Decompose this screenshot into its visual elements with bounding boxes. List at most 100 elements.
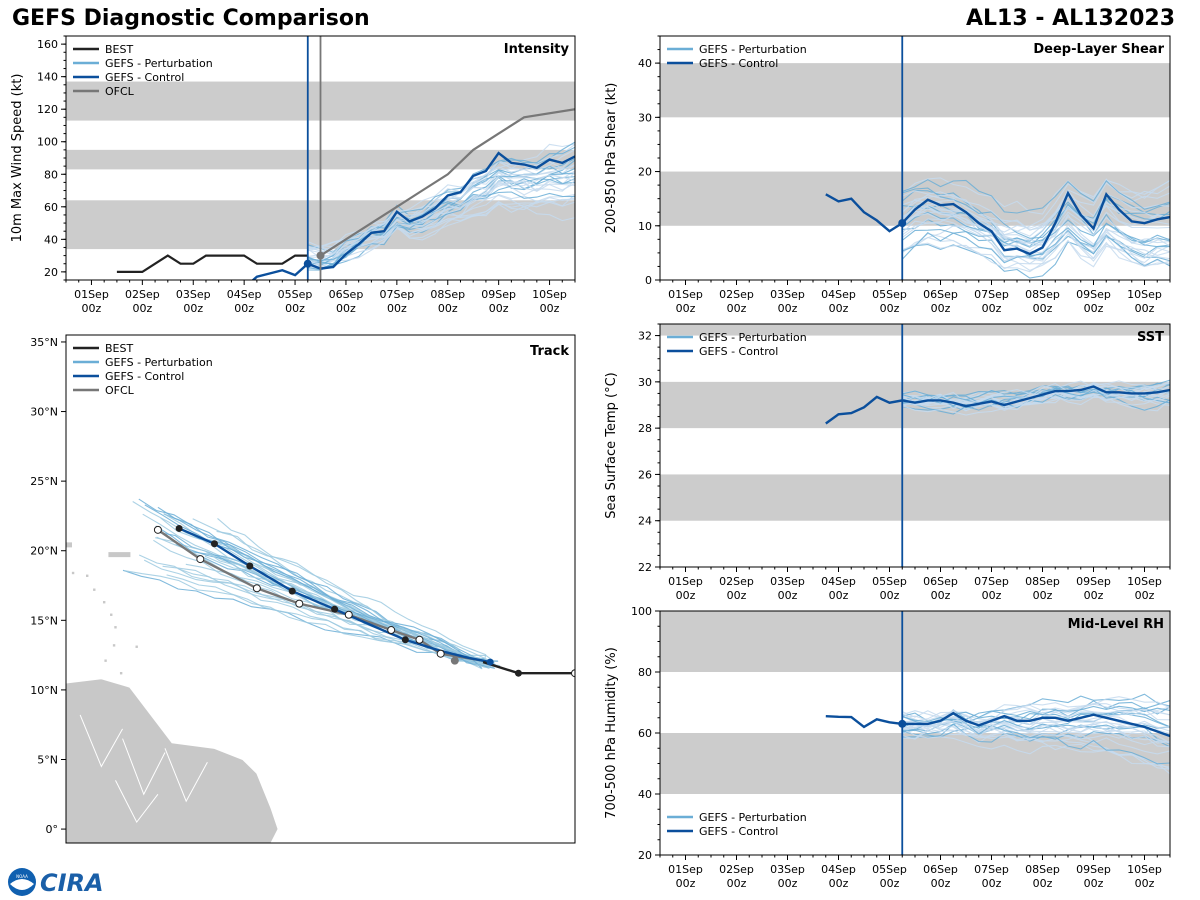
x-tick-sublabel: 00z bbox=[676, 302, 696, 315]
control-position-marker bbox=[246, 562, 254, 570]
perturbation-line bbox=[307, 177, 575, 261]
y-tick-label: 40 bbox=[638, 57, 652, 70]
noaa-text: NOAA bbox=[16, 874, 28, 879]
legend-entry: BEST bbox=[105, 342, 133, 355]
x-tick-label: 05Sep bbox=[872, 575, 907, 588]
best-line bbox=[116, 254, 308, 273]
x-tick-sublabel: 00z bbox=[778, 302, 798, 315]
x-tick-sublabel: 00z bbox=[1084, 877, 1104, 890]
x-tick-sublabel: 00z bbox=[1033, 877, 1053, 890]
best-track bbox=[482, 660, 575, 675]
control-line bbox=[825, 385, 1170, 425]
x-tick-label: 10Sep bbox=[1127, 288, 1162, 301]
map-area bbox=[66, 498, 575, 843]
control-position-marker bbox=[210, 540, 218, 548]
perturbation-track bbox=[192, 518, 487, 666]
legend-entry: GEFS - Perturbation bbox=[699, 331, 807, 344]
x-tick-label: 05Sep bbox=[872, 863, 907, 876]
control-position-marker bbox=[401, 636, 409, 644]
x-tick-label: 05Sep bbox=[278, 288, 313, 301]
country-border bbox=[115, 780, 159, 824]
perturbation-track bbox=[205, 550, 495, 663]
lat-tick-label: 35°N bbox=[30, 336, 58, 349]
best-position-marker bbox=[571, 669, 575, 678]
island bbox=[110, 613, 113, 616]
noaa-bird-icon bbox=[10, 879, 34, 890]
x-tick-sublabel: 00z bbox=[1135, 877, 1155, 890]
ofcl-position-marker bbox=[344, 610, 353, 619]
x-tick-label: 06Sep bbox=[923, 288, 958, 301]
y-tick-label: 120 bbox=[37, 103, 58, 116]
lat-tick-label: 20°N bbox=[30, 545, 58, 558]
island bbox=[114, 626, 117, 629]
threshold-band bbox=[660, 611, 1170, 672]
perturbation-track bbox=[217, 517, 487, 663]
y-tick-label: 60 bbox=[44, 201, 58, 214]
y-tick-label: 40 bbox=[638, 788, 652, 801]
panel-rh: 2040608010001Sep00z02Sep00z03Sep00z04Sep… bbox=[604, 605, 1171, 890]
control-position-marker bbox=[331, 605, 339, 613]
x-tick-sublabel: 00z bbox=[1033, 589, 1053, 602]
x-tick-sublabel: 00z bbox=[234, 302, 254, 315]
perturbation-line bbox=[902, 232, 1170, 273]
x-tick-sublabel: 00z bbox=[676, 877, 696, 890]
x-tick-label: 02Sep bbox=[719, 575, 754, 588]
perturbation-line bbox=[902, 199, 1170, 247]
map-frame bbox=[65, 334, 576, 844]
legend-entry: GEFS - Control bbox=[105, 370, 184, 383]
y-tick-label: 32 bbox=[638, 330, 652, 343]
panel-sst: 22242628303201Sep00z02Sep00z03Sep00z04Se… bbox=[604, 323, 1171, 602]
perturbation-line bbox=[901, 182, 1170, 237]
legend-entry: GEFS - Control bbox=[699, 345, 778, 358]
x-tick-label: 03Sep bbox=[770, 863, 805, 876]
x-tick-label: 10Sep bbox=[532, 288, 567, 301]
y-axis-label: Sea Surface Temp (°C) bbox=[604, 372, 619, 519]
x-tick-sublabel: 00z bbox=[438, 302, 458, 315]
ofcl-position-marker bbox=[387, 626, 396, 635]
x-tick-sublabel: 00z bbox=[931, 302, 951, 315]
perturbation-line bbox=[902, 728, 1170, 770]
axes-frame bbox=[659, 323, 1171, 568]
lat-tick-label: 5°N bbox=[37, 753, 58, 766]
panel-title: Mid-Level RH bbox=[1068, 617, 1164, 632]
y-tick-label: 20 bbox=[44, 266, 58, 279]
legend-entry: GEFS - Control bbox=[105, 71, 184, 84]
threshold-band bbox=[660, 63, 1170, 118]
x-tick-sublabel: 00z bbox=[82, 302, 102, 315]
legend-entry: GEFS - Perturbation bbox=[699, 811, 807, 824]
x-tick-label: 06Sep bbox=[923, 575, 958, 588]
perturbation-line bbox=[902, 699, 1170, 738]
island bbox=[93, 588, 96, 591]
x-tick-label: 02Sep bbox=[719, 288, 754, 301]
land-south-america bbox=[66, 678, 279, 843]
x-tick-sublabel: 00z bbox=[132, 302, 152, 315]
legend-entry: GEFS - Perturbation bbox=[105, 356, 213, 369]
panel-shear: 01020304001Sep00z02Sep00z03Sep00z04Sep00… bbox=[604, 35, 1171, 315]
island bbox=[102, 601, 106, 604]
panel-intensity: 2040608010012014016001Sep00z02Sep00z03Se… bbox=[10, 35, 576, 315]
plot-area bbox=[660, 63, 1170, 279]
figure-title: GEFS Diagnostic Comparison bbox=[12, 6, 370, 31]
ofcl-start-marker bbox=[316, 251, 325, 260]
control-position-marker bbox=[486, 658, 494, 666]
legend-entry: GEFS - Control bbox=[699, 825, 778, 838]
x-tick-sublabel: 00z bbox=[540, 302, 560, 315]
x-tick-sublabel: 00z bbox=[880, 302, 900, 315]
best-position-marker bbox=[514, 669, 522, 677]
x-tick-sublabel: 00z bbox=[982, 877, 1002, 890]
legend-entry: OFCL bbox=[105, 85, 135, 98]
x-tick-label: 03Sep bbox=[770, 575, 805, 588]
ofcl-position-marker bbox=[252, 584, 261, 593]
x-tick-label: 04Sep bbox=[821, 288, 856, 301]
x-tick-label: 07Sep bbox=[974, 288, 1009, 301]
y-tick-label: 24 bbox=[638, 515, 652, 528]
x-tick-label: 02Sep bbox=[719, 863, 754, 876]
perturbation-line bbox=[902, 206, 1170, 268]
threshold-band bbox=[660, 733, 1170, 794]
y-tick-label: 100 bbox=[631, 605, 652, 618]
perturbation-line bbox=[307, 180, 575, 255]
x-tick-label: 03Sep bbox=[770, 288, 805, 301]
x-tick-label: 04Sep bbox=[821, 575, 856, 588]
y-axis-label: 10m Max Wind Speed (kt) bbox=[10, 74, 25, 243]
x-tick-label: 04Sep bbox=[227, 288, 262, 301]
